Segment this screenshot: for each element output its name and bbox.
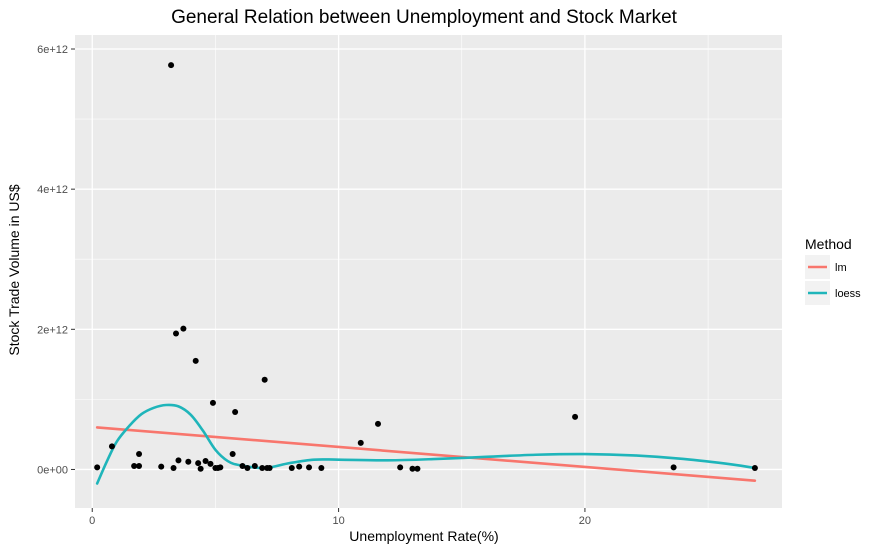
data-point [108,443,115,450]
major-gridlines [75,35,782,508]
data-point [306,464,313,471]
data-point [409,465,416,472]
y-tick-label: 0e+00 [37,464,68,476]
legend: Method lm loess [805,236,861,305]
data-point [670,464,677,471]
data-point [751,465,758,472]
chart-title: General Relation between Unemployment an… [171,7,678,28]
data-point [94,464,101,471]
data-point [175,457,182,464]
data-point [197,465,204,472]
legend-entries: lm loess [805,255,861,305]
x-axis-label: Unemployment Rate(%) [349,528,498,544]
data-point [572,413,579,420]
data-point [207,460,214,467]
data-point [180,325,187,332]
data-point [202,458,209,465]
data-point [168,62,175,69]
data-point [185,458,192,465]
data-point [209,399,216,406]
data-point [266,465,273,472]
scatter-points-layer [94,62,758,472]
legend-title: Method [805,236,852,252]
plot-panel-background [75,35,782,508]
data-point [288,465,295,472]
x-axis: 0 10 20 [89,508,591,527]
data-point [251,462,258,469]
data-point [170,465,177,472]
data-point [375,420,381,427]
data-point [195,460,202,467]
data-point [318,465,325,472]
data-point [259,465,266,472]
fit-lines-layer [95,403,757,485]
data-point [136,462,143,469]
y-tick-label: 2e+12 [37,324,68,336]
data-point [414,465,421,472]
data-point [244,465,251,472]
x-tick-label: 0 [89,515,95,527]
y-axis: 0e+00 2e+12 4e+12 6e+12 [37,44,75,476]
data-point [229,451,236,458]
fit-line-loess [95,403,757,485]
data-point [136,451,143,458]
y-tick-label: 6e+12 [37,44,68,56]
data-point [232,408,239,415]
legend-label-lm: lm [835,262,847,274]
data-point [397,464,404,471]
y-axis-label: Stock Trade Volume in US$ [6,184,22,355]
x-tick-label: 10 [332,515,344,527]
data-point [131,462,138,469]
data-point [239,462,246,469]
data-point [192,357,199,364]
data-point [158,463,165,470]
data-point [173,330,179,337]
y-tick-label: 4e+12 [37,184,68,196]
data-point [357,439,364,446]
legend-label-loess: loess [835,288,861,300]
minor-gridlines [75,35,782,508]
data-point [261,376,268,383]
data-point [296,463,303,470]
x-tick-label: 20 [579,515,591,527]
data-point [217,464,224,471]
